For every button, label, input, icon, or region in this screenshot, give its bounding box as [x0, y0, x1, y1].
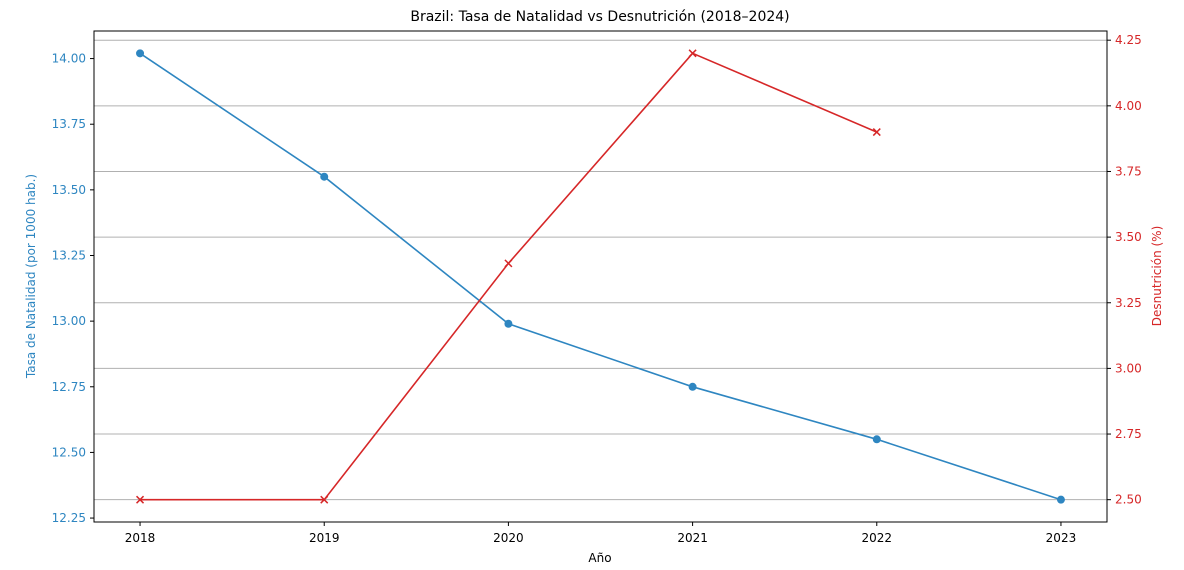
x-tick-label: 2018 [125, 531, 156, 545]
y-axis-left-label: Tasa de Natalidad (por 1000 hab.) [24, 174, 38, 379]
x-tick-label: 2023 [1046, 531, 1077, 545]
y-left-tick-label: 13.25 [52, 248, 86, 262]
x-tick-label: 2021 [677, 531, 708, 545]
x-axis-label: Año [588, 551, 611, 565]
x-axis: 2018 2019 2020 2021 2022 2023 [125, 522, 1076, 545]
y-left-tick-label: 13.75 [52, 117, 86, 131]
y-left-tick-label: 12.75 [52, 380, 86, 394]
data-point-left [1056, 495, 1065, 504]
data-point-left [688, 382, 697, 391]
plot-frame [93, 30, 1108, 523]
y-left-tick-label: 12.25 [52, 511, 86, 525]
y-right-tick-label: 4.00 [1115, 99, 1142, 113]
y-right-tick-label: 3.00 [1115, 361, 1142, 375]
series-line-left [139, 52, 1062, 501]
y-axis-left: 12.25 12.50 12.75 13.00 13.25 13.50 13.75 14.00 [52, 52, 94, 525]
series-layer [136, 49, 1065, 504]
y-left-tick-label: 14.00 [52, 52, 86, 66]
y-axis-right: 2.50 2.75 3.00 3.25 3.50 3.75 4.00 4.25 [1107, 33, 1142, 507]
y-right-tick-label: 3.25 [1115, 296, 1142, 310]
y-left-tick-label: 13.00 [52, 314, 86, 328]
data-point-right [320, 495, 329, 504]
data-point-left [504, 319, 513, 328]
x-tick-label: 2020 [493, 531, 524, 545]
data-point-right [136, 495, 145, 504]
y-right-tick-label: 3.75 [1115, 164, 1142, 178]
y-right-tick-label: 3.50 [1115, 230, 1142, 244]
data-point-right [688, 49, 697, 58]
x-tick-label: 2019 [309, 531, 340, 545]
data-point-right [504, 259, 513, 268]
y-left-tick-label: 12.50 [52, 445, 86, 459]
data-point-left [872, 435, 881, 444]
y-right-tick-label: 4.25 [1115, 33, 1142, 47]
chart-title: Brazil: Tasa de Natalidad vs Desnutrició… [410, 9, 789, 25]
data-point-right [872, 128, 881, 137]
series-line-right [140, 52, 878, 501]
y-right-tick-label: 2.50 [1115, 493, 1142, 507]
data-point-left [136, 49, 145, 58]
x-tick-label: 2022 [861, 531, 892, 545]
data-point-left [320, 172, 329, 181]
y-left-tick-label: 13.50 [52, 183, 86, 197]
gridlines [94, 39, 1107, 501]
y-right-tick-label: 2.75 [1115, 427, 1142, 441]
y-axis-right-label: Desnutrición (%) [1150, 226, 1164, 327]
